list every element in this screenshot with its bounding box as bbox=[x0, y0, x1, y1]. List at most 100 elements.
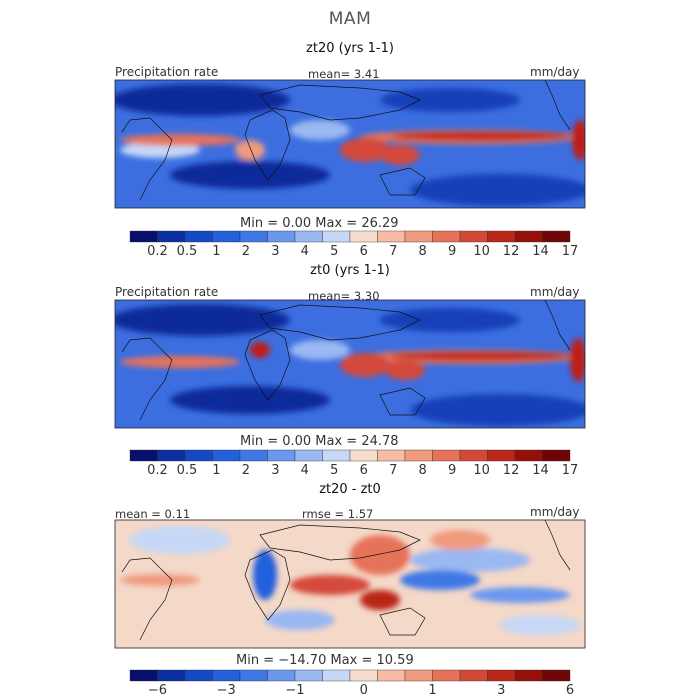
map-panel-3 bbox=[114, 519, 586, 649]
colorbar-2-tick-label: 7 bbox=[389, 463, 397, 478]
colorbar-3-swatch bbox=[349, 669, 378, 682]
colorbar-1-tick-label: 2 bbox=[242, 244, 250, 259]
panel-3-rmse-label: rmse = 1.57 bbox=[302, 507, 374, 521]
colorbar-3-tick-label: 1 bbox=[428, 683, 436, 698]
map-panel-2 bbox=[114, 299, 586, 429]
panel-1-title: zt20 (yrs 1-1) bbox=[306, 41, 394, 56]
panel-3-mean-label: mean = 0.11 bbox=[115, 507, 191, 521]
colorbar-1-tick-label: 9 bbox=[448, 244, 456, 259]
colorbar-1-swatch bbox=[294, 230, 323, 243]
panel-3-minmax-label: Min = −14.70 Max = 10.59 bbox=[236, 653, 414, 668]
colorbar-1-tick-label: 1 bbox=[212, 244, 220, 259]
colorbar-1-swatch bbox=[377, 230, 406, 243]
colorbar-2-swatch bbox=[432, 449, 461, 462]
panel-2-units-label: mm/day bbox=[530, 285, 580, 299]
colorbar-1-tick-label: 8 bbox=[419, 244, 427, 259]
colorbar-3-swatch bbox=[542, 669, 571, 682]
colorbar-3-swatch bbox=[157, 669, 186, 682]
colorbar-3-swatch bbox=[294, 669, 323, 682]
colorbar-1: 0.2 0.5 1 2 3 4 5 6 7 8 9 10 12 14 17 bbox=[129, 230, 579, 259]
map-panel-1 bbox=[114, 79, 586, 209]
colorbar-3-swatch bbox=[184, 669, 213, 682]
figure-title: MAM bbox=[328, 9, 372, 29]
colorbar-2-tick-label: 0.2 bbox=[147, 463, 168, 478]
colorbar-2-tick-label: 3 bbox=[271, 463, 279, 478]
colorbar-2-swatch bbox=[157, 449, 186, 462]
panel-2-mean-label: mean= 3.30 bbox=[308, 289, 380, 303]
panel-2-title: zt0 (yrs 1-1) bbox=[310, 263, 390, 278]
colorbar-2-tick-label: 10 bbox=[473, 463, 490, 478]
colorbar-2-tick-label: 5 bbox=[330, 463, 338, 478]
colorbar-1-tick-label: 6 bbox=[360, 244, 368, 259]
colorbar-3-swatch bbox=[212, 669, 241, 682]
colorbar-1-swatch bbox=[239, 230, 268, 243]
colorbar-2-tick-label: 4 bbox=[301, 463, 309, 478]
colorbar-1-swatch bbox=[129, 230, 158, 243]
panel-1-quantity-label: Precipitation rate bbox=[115, 65, 219, 79]
colorbar-1-tick-label: 4 bbox=[301, 244, 309, 259]
colorbar-1-tick-label: 14 bbox=[532, 244, 549, 259]
colorbar-2-swatch bbox=[514, 449, 543, 462]
colorbar-1-swatch bbox=[432, 230, 461, 243]
colorbar-2-tick-label: 17 bbox=[562, 463, 579, 478]
colorbar-2-tick-label: 6 bbox=[360, 463, 368, 478]
colorbar-1-tick-label: 12 bbox=[503, 244, 520, 259]
colorbar-2-swatch bbox=[267, 449, 296, 462]
panel-2-minmax-label: Min = 0.00 Max = 24.78 bbox=[240, 434, 399, 449]
colorbar-1-tick-label: 0.2 bbox=[147, 244, 168, 259]
colorbar-3-swatch bbox=[322, 669, 351, 682]
colorbar-3-swatch bbox=[239, 669, 268, 682]
colorbar-1-swatch bbox=[212, 230, 241, 243]
colorbar-2-swatch bbox=[294, 449, 323, 462]
colorbar-1-tick-label: 7 bbox=[389, 244, 397, 259]
colorbar-3-tick-label: 3 bbox=[497, 683, 505, 698]
colorbar-1-tick-label: 10 bbox=[473, 244, 490, 259]
colorbar-1-swatch bbox=[184, 230, 213, 243]
colorbar-1-swatch bbox=[542, 230, 571, 243]
colorbar-2-swatch bbox=[377, 449, 406, 462]
colorbar-2-tick-label: 2 bbox=[242, 463, 250, 478]
colorbar-2-swatch bbox=[239, 449, 268, 462]
panel-1-units-label: mm/day bbox=[530, 65, 580, 79]
colorbar-3-tick-label: −3 bbox=[217, 683, 236, 698]
colorbar-2: 0.2 0.5 1 2 3 4 5 6 7 8 9 10 12 14 17 bbox=[129, 449, 579, 478]
panel-2-quantity-label: Precipitation rate bbox=[115, 285, 219, 299]
colorbar-2-tick-label: 8 bbox=[419, 463, 427, 478]
colorbar-2-tick-label: 0.5 bbox=[177, 463, 198, 478]
colorbar-1-swatch bbox=[349, 230, 378, 243]
colorbar-2-tick-label: 14 bbox=[532, 463, 549, 478]
panel-3-title: zt20 - zt0 bbox=[319, 482, 381, 497]
colorbar-1-swatch bbox=[157, 230, 186, 243]
colorbar-2-swatch bbox=[129, 449, 158, 462]
colorbar-3-swatch bbox=[459, 669, 488, 682]
colorbar-2-tick-label: 1 bbox=[212, 463, 220, 478]
panel-1-mean-label: mean= 3.41 bbox=[308, 67, 380, 81]
colorbar-2-swatch bbox=[487, 449, 516, 462]
panel-1-minmax-label: Min = 0.00 Max = 26.29 bbox=[240, 216, 399, 231]
colorbar-3-swatch bbox=[129, 669, 158, 682]
colorbar-3-tick-label: 0 bbox=[360, 683, 368, 698]
colorbar-3: −6 −3 −1 0 1 3 6 bbox=[129, 669, 574, 698]
colorbar-3-tick-label: −6 bbox=[148, 683, 167, 698]
colorbar-3-swatch bbox=[432, 669, 461, 682]
colorbar-2-swatch bbox=[184, 449, 213, 462]
colorbar-3-swatch bbox=[514, 669, 543, 682]
colorbar-1-tick-label: 3 bbox=[271, 244, 279, 259]
colorbar-2-swatch bbox=[212, 449, 241, 462]
colorbar-1-swatch bbox=[267, 230, 296, 243]
colorbar-3-tick-label: 6 bbox=[566, 683, 574, 698]
colorbar-3-swatch bbox=[267, 669, 296, 682]
colorbar-3-swatch bbox=[377, 669, 406, 682]
colorbar-2-tick-label: 9 bbox=[448, 463, 456, 478]
colorbar-1-swatch bbox=[514, 230, 543, 243]
colorbar-2-swatch bbox=[322, 449, 351, 462]
colorbar-2-swatch bbox=[404, 449, 433, 462]
colorbar-2-swatch bbox=[349, 449, 378, 462]
colorbar-2-tick-label: 12 bbox=[503, 463, 520, 478]
colorbar-2-swatch bbox=[459, 449, 488, 462]
colorbar-3-swatch bbox=[487, 669, 516, 682]
colorbar-1-tick-label: 5 bbox=[330, 244, 338, 259]
colorbar-3-swatch bbox=[404, 669, 433, 682]
colorbar-1-tick-label: 17 bbox=[562, 244, 579, 259]
